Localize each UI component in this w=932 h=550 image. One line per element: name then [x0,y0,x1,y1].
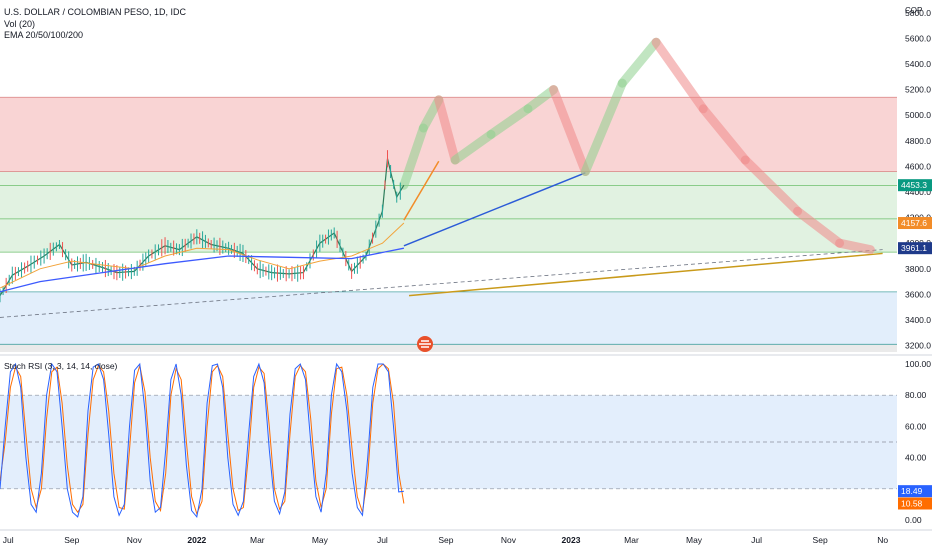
y-tick-label: 3800.0 [905,264,931,274]
projection-segment [486,104,533,139]
price-badge-ema-slow [898,242,932,255]
rsi-badge-text: 18.49 [901,486,923,496]
price-badges: 4453.3 4157.6 3961.1 18.49 10.58 [898,179,932,510]
y-tick-label: 3400.0 [905,315,931,325]
zone-low [0,291,897,345]
y-tick-label: 4400.0 [905,187,931,197]
x-tick-label: 2023 [562,535,581,545]
x-tick-label: Nov [127,535,143,545]
price-badge-text: 4157.6 [901,218,927,228]
y-tick-label: 5400.0 [905,59,931,69]
x-tick-label: 2022 [187,535,206,545]
ema-slow-line [0,247,405,293]
rsi-tick-label: 0.00 [905,515,922,525]
projection-segment [617,37,661,88]
projection-segment [450,129,496,165]
chart-title: U.S. DOLLAR / COLOMBIAN PESO, 1D, IDC [4,7,187,17]
rsi-series [0,362,405,519]
x-tick-label: No [877,535,888,545]
x-tick-label: Sep [813,535,828,545]
rsi-tick-label: 60.00 [905,421,927,431]
price-badge-ema-fast [898,217,932,230]
projection-segment [434,95,460,165]
price-series [0,150,405,303]
currency-label: COP [905,6,923,15]
x-tick-label: Mar [250,535,265,545]
projection-segment [740,155,803,216]
projection-segment [793,206,845,248]
y-tick-label: 3600.0 [905,289,931,299]
rsi-background [0,394,897,490]
trend-line-dashed [0,249,883,318]
x-tick-label: Jul [751,535,762,545]
x-tick-label: Sep [64,535,79,545]
zone-support [0,171,897,253]
x-tick-label: May [686,535,703,545]
rsi-tick-label: 100.00 [905,359,931,369]
x-tick-label: Jul [377,535,388,545]
y-tick-label: 4600.0 [905,161,931,171]
y-tick-label: 5000.0 [905,110,931,120]
stoch-rsi-label[interactable]: Stoch RSI (3, 3, 14, 14, close) [4,361,118,371]
projection-path [399,37,875,255]
logo-icon [417,336,433,352]
projection-segment [698,104,750,165]
volume-indicator-label[interactable]: Vol (20) [4,19,36,29]
price-badge-text: 4453.3 [901,180,927,190]
x-tick-label: May [312,535,329,545]
projection-segment [835,238,875,255]
ema-fast-line [0,222,405,289]
price-badge-last-price [898,179,932,192]
ema-indicator-label[interactable]: EMA 20/50/100/200 [4,30,84,40]
rsi-badge-k [898,485,932,498]
x-tick-label: Jul [3,535,14,545]
trend-line-gold [408,252,883,297]
rsi-badge-d [898,497,932,510]
y-tick-label: 4800.0 [905,136,931,146]
rsi-d-line [0,363,405,516]
y-tick-label: 5200.0 [905,85,931,95]
projection-segment [580,78,627,177]
y-tick-label: 5600.0 [905,33,931,43]
projection-segment [651,37,708,114]
projection-segment [523,85,559,114]
zone-gray [0,344,897,352]
projection-segment [399,123,428,190]
projection-segment [549,85,590,177]
x-tick-label: Nov [501,535,517,545]
x-tick-label: Sep [438,535,453,545]
rsi-k-line [0,362,404,519]
price-badge-text: 3961.1 [901,243,927,253]
price-zones [0,97,897,352]
x-tick-label: Mar [624,535,639,545]
y-tick-label: 3200.0 [905,341,931,351]
rsi-tick-label: 80.00 [905,390,927,400]
trend-line-blue [403,172,586,247]
rsi-badge-text: 10.58 [901,498,923,508]
trend-line-orange [403,160,440,221]
trend-lines [0,160,883,318]
rsi-tick-label: 40.00 [905,453,927,463]
y-tick-label: 5800.0 [905,8,931,18]
